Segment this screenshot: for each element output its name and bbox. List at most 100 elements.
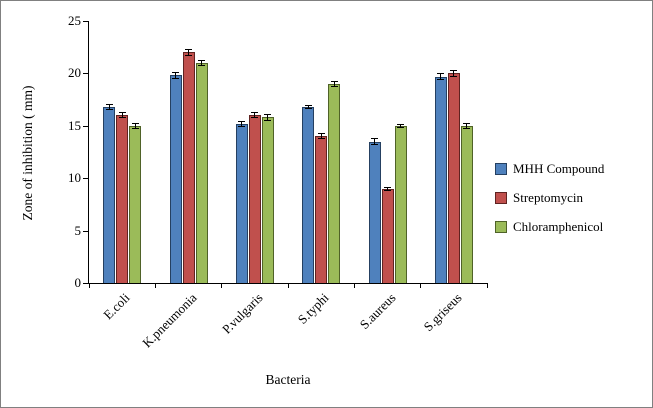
bar [248,115,261,283]
error-bar [185,49,192,56]
bar [116,115,129,283]
error-bar-stem [333,80,335,88]
error-bar-cap-bottom [437,78,445,80]
error-bar-stem [374,138,375,145]
error-bar-cap-bottom [251,117,259,119]
y-tick-mark [83,73,88,75]
legend-item: Streptomycin [495,190,604,206]
error-bar-cap-top [397,123,404,125]
legend-swatch [495,192,507,204]
bar [368,141,381,283]
error-bar-stem [108,103,110,111]
error-bar-cap-bottom [198,65,205,67]
error-bar-stem [241,120,243,127]
y-tick-label: 20 [68,65,81,81]
y-tick-mark [83,21,88,22]
error-bar-cap-bottom [450,75,458,77]
error-bar-stem [320,133,322,140]
error-bar [371,138,378,145]
x-tick-mark [154,284,156,288]
error-bar [118,112,126,119]
error-bar-stem [453,70,455,77]
error-bar [450,70,458,77]
bar [302,106,315,283]
error-bar [251,112,259,119]
error-bar [437,73,445,80]
y-tick-mark [83,283,88,284]
error-bar [384,186,391,191]
bar [394,125,407,283]
error-bar-cap-top [185,49,192,51]
error-bar-cap-top [437,73,445,75]
error-bar-cap-top [330,80,338,82]
error-bar [198,59,205,67]
error-bar-stem [387,186,388,191]
error-bar-cap-top [450,70,458,72]
y-tick-label: 25 [68,13,81,28]
y-tick-label: 0 [74,275,82,290]
y-tick-label: 5 [74,222,82,238]
error-bar [397,123,404,128]
error-bar-cap-top [198,59,205,61]
error-bar-cap-bottom [371,143,378,145]
legend-item: MHH Compound [495,161,604,177]
y-tick-mark [83,230,88,232]
bar [460,125,473,283]
error-bar [463,122,471,129]
error-bar-cap-bottom [330,86,338,88]
error-bar-cap-bottom [304,108,312,110]
x-axis-line [88,283,488,284]
error-bar-cap-bottom [131,127,139,129]
error-bar-cap-top [371,138,378,140]
bar [195,62,208,283]
y-axis-line [88,21,89,284]
error-bar-stem [466,122,468,129]
error-bar-cap-bottom [397,126,404,128]
error-bar-stem [188,49,189,56]
error-bar-cap-top [118,112,126,114]
error-bar-stem [400,123,401,128]
error-bar-cap-top [317,133,325,135]
error-bar-cap-bottom [185,54,192,56]
y-tick-label: 15 [68,117,81,133]
bar [315,136,328,283]
legend-label: MHH Compound [513,161,605,176]
bar [261,117,274,283]
legend-item: Chloramphenicol [495,219,604,235]
error-bar-stem [121,112,123,119]
legend-label: Chloramphenicol [513,219,604,234]
error-bar-stem [201,59,202,67]
error-bar-cap-bottom [238,125,246,127]
error-bar-cap-bottom [264,119,272,121]
error-bar [172,72,179,79]
error-bar-cap-bottom [105,109,113,111]
error-bar-cap-top [105,103,113,105]
error-bar [131,122,139,129]
legend: MHH Compound Streptomycin Chloramphenicol [495,161,604,248]
x-axis-title: Bacteria [265,372,311,387]
y-axis-title: Zone of inhibition ( mm) [20,85,35,221]
x-tick-mark [88,284,90,288]
x-tick-mark [221,284,223,288]
error-bar-cap-bottom [118,117,126,119]
error-bar-cap-top [238,120,246,122]
x-tick-mark [420,284,422,288]
error-bar-stem [254,112,256,119]
error-bar-stem [267,114,269,121]
bar [328,83,341,283]
legend-label: Streptomycin [513,190,584,205]
error-bar-stem [175,72,176,79]
error-bar [317,133,325,140]
error-bar-cap-top [264,114,272,116]
error-bar-cap-bottom [463,127,471,129]
error-bar-cap-top [131,122,139,124]
legend-swatch [495,163,507,175]
error-bar-cap-top [384,186,391,188]
error-bar-cap-top [172,72,179,74]
bar [169,75,182,283]
error-bar [264,114,272,121]
y-tick-mark [83,125,88,127]
bar [129,125,142,283]
error-bar-stem [307,104,309,110]
